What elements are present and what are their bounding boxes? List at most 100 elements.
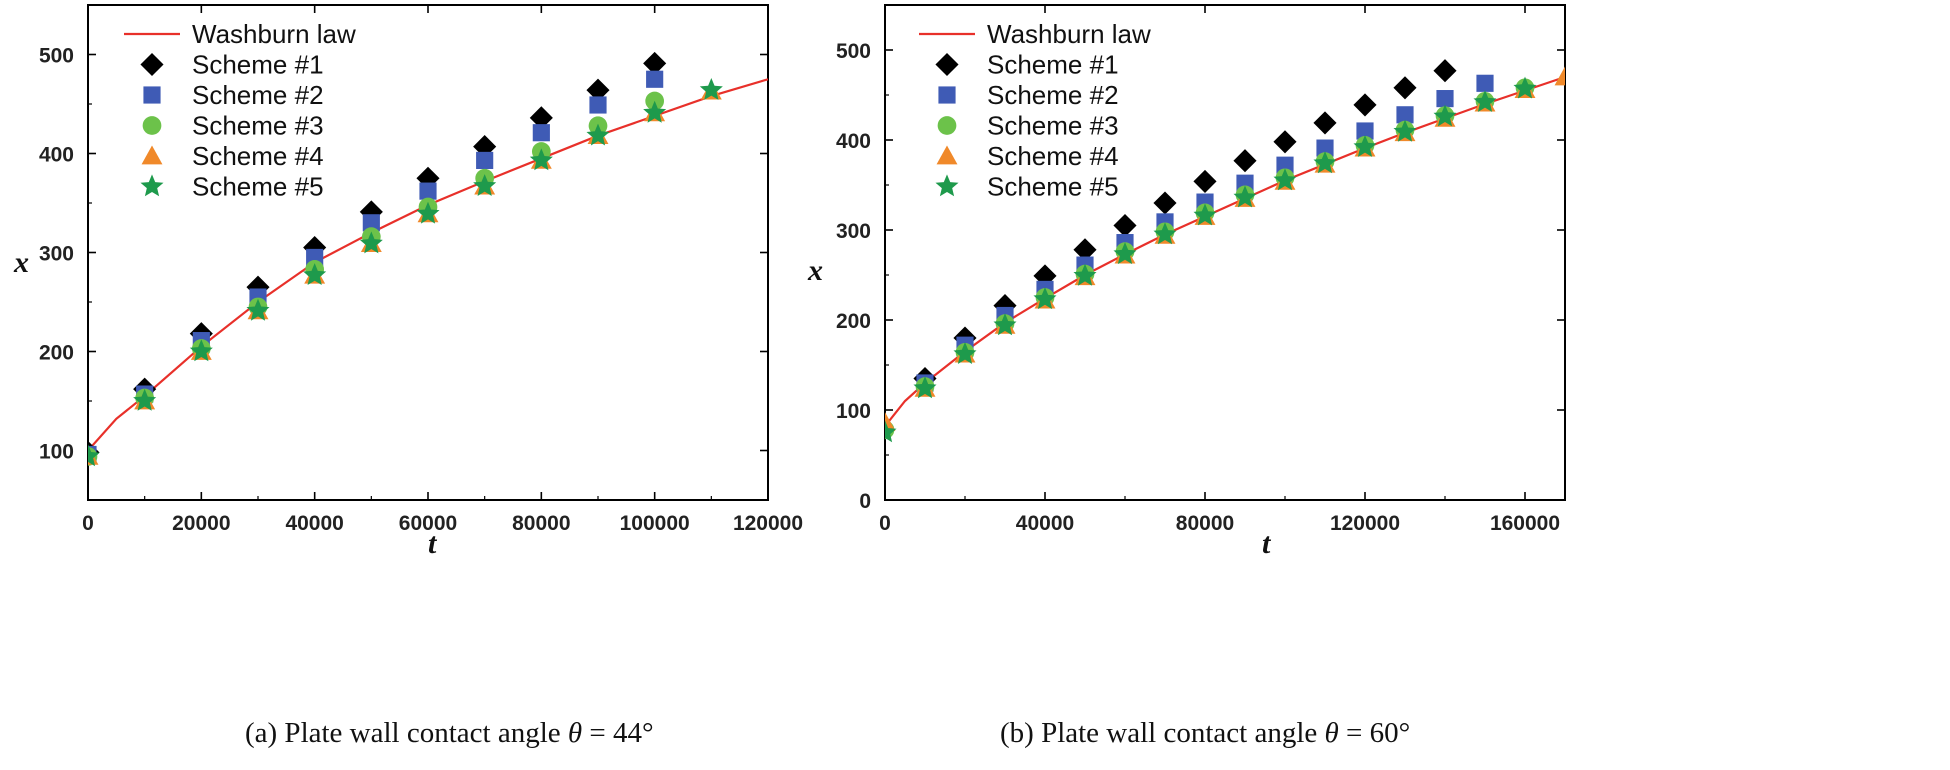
scheme-2-point bbox=[362, 214, 380, 232]
x-tick-label: 60000 bbox=[399, 512, 457, 535]
y-tick-label: 200 bbox=[836, 310, 871, 333]
y-tick-label: 500 bbox=[39, 45, 74, 68]
scheme-1-point bbox=[1313, 111, 1337, 135]
scheme-1-point bbox=[303, 236, 327, 260]
legend-scheme-1-label: Scheme #1 bbox=[987, 50, 1119, 80]
scheme-5-point bbox=[1073, 263, 1097, 286]
scheme-1-point bbox=[586, 78, 610, 102]
scheme-5-point bbox=[1313, 151, 1337, 174]
scheme-4-point bbox=[1554, 66, 1565, 86]
x-tick-label: 100000 bbox=[620, 512, 690, 535]
legend-scheme-4-swatch bbox=[936, 145, 958, 165]
scheme-1-point bbox=[1073, 238, 1097, 262]
x-axis-label: t bbox=[428, 527, 438, 560]
y-tick-label: 300 bbox=[39, 243, 74, 266]
y-axis-label: x bbox=[807, 254, 823, 287]
legend-scheme-5-swatch bbox=[935, 174, 959, 197]
y-tick-label: 200 bbox=[39, 342, 74, 365]
scheme-2-point bbox=[1396, 106, 1414, 124]
panel-caption: (b) Plate wall contact angle θ = 60° bbox=[1000, 717, 1410, 749]
legend-scheme-1-swatch bbox=[140, 52, 164, 77]
caption-theta-value: = 60° bbox=[1339, 717, 1410, 749]
scheme-5-point bbox=[1473, 90, 1497, 112]
scheme-1-point bbox=[1273, 130, 1297, 154]
scheme-5-point bbox=[993, 313, 1017, 336]
plot-frame bbox=[87, 4, 769, 501]
plot-area bbox=[88, 51, 768, 467]
scheme-1-point bbox=[1033, 264, 1057, 288]
scheme-5-point bbox=[303, 263, 327, 286]
x-tick-label: 40000 bbox=[285, 512, 343, 535]
x-tick-label: 40000 bbox=[1016, 512, 1074, 535]
panel-a: 0 20000 40000 60000 80000 100000 120000 100 200 3… bbox=[13, 4, 803, 749]
scheme-1-point bbox=[1113, 213, 1137, 238]
scheme-5-point bbox=[913, 376, 937, 399]
scheme-5-point bbox=[416, 201, 440, 224]
x-tick-label: 160000 bbox=[1490, 512, 1560, 535]
legend-scheme-3-swatch bbox=[937, 116, 957, 135]
caption-label: (a) Plate wall contact angle bbox=[245, 717, 568, 749]
caption-theta-symbol: θ bbox=[568, 717, 582, 749]
scheme-2-point bbox=[1316, 139, 1334, 157]
legend-scheme-4-label: Scheme #4 bbox=[192, 141, 324, 171]
legend-scheme-2-swatch bbox=[938, 86, 956, 104]
x-axis-label: t bbox=[1262, 527, 1272, 560]
scheme-1-point bbox=[993, 294, 1017, 318]
legend-scheme-3-label: Scheme #3 bbox=[192, 111, 324, 141]
scheme-5-point bbox=[1233, 185, 1257, 208]
caption-theta-symbol: θ bbox=[1325, 717, 1339, 749]
scheme-5-point bbox=[246, 298, 270, 321]
scheme-1-point bbox=[1433, 59, 1457, 83]
legend-scheme-1-label: Scheme #1 bbox=[192, 50, 324, 80]
legend-washburn-label: Washburn law bbox=[987, 19, 1151, 49]
caption-label: (b) Plate wall contact angle bbox=[1000, 717, 1325, 749]
legend-scheme-5-label: Scheme #5 bbox=[192, 172, 324, 202]
x-tick-label: 80000 bbox=[1176, 512, 1234, 535]
scheme-5-point bbox=[473, 174, 497, 196]
y-tick-label: 400 bbox=[836, 130, 871, 153]
scheme-2-point bbox=[1436, 90, 1454, 108]
scheme-5-point bbox=[1353, 135, 1377, 157]
scheme-2-point bbox=[1476, 74, 1494, 92]
scheme-5-point bbox=[1513, 76, 1537, 99]
scheme-4-point bbox=[885, 412, 896, 431]
scheme-1-point bbox=[1353, 93, 1377, 117]
y-tick-label: 400 bbox=[39, 144, 74, 167]
scheme-5-point bbox=[88, 444, 100, 467]
scheme-5-point bbox=[1393, 119, 1417, 142]
scheme-2-point bbox=[419, 182, 437, 200]
panel-b: 0 40000 80000 120000 160000 0 100 200 300 400 500 W… bbox=[807, 4, 1566, 749]
scheme-1-point bbox=[246, 275, 270, 299]
scheme-5-point bbox=[189, 339, 213, 362]
plot-area bbox=[885, 59, 1565, 443]
legend-scheme-2-swatch bbox=[143, 86, 161, 104]
legend-scheme-4-label: Scheme #4 bbox=[987, 141, 1119, 171]
scheme-1-point bbox=[1393, 76, 1417, 100]
y-tick-label: 300 bbox=[836, 220, 871, 243]
scheme-2-point bbox=[1276, 156, 1294, 174]
scheme-1-point bbox=[1233, 149, 1257, 173]
scheme-5-point bbox=[699, 78, 723, 100]
x-tick-label: 20000 bbox=[172, 512, 230, 535]
legend-scheme-5-label: Scheme #5 bbox=[987, 172, 1119, 202]
x-tick-label: 0 bbox=[82, 512, 94, 535]
scheme-5-point bbox=[359, 231, 383, 254]
scheme-1-point bbox=[643, 51, 667, 75]
legend-scheme-1-swatch bbox=[935, 52, 959, 77]
legend-scheme-2-label: Scheme #2 bbox=[192, 80, 324, 110]
x-tick-label: 80000 bbox=[512, 512, 570, 535]
legend-scheme-2-label: Scheme #2 bbox=[987, 80, 1119, 110]
scheme-5-point bbox=[586, 123, 610, 146]
y-axis-label: x bbox=[13, 246, 29, 279]
scheme-2-point bbox=[646, 70, 664, 88]
y-tick-label: 500 bbox=[836, 40, 871, 63]
y-tick-label: 100 bbox=[39, 441, 74, 464]
y-tick-label: 0 bbox=[859, 490, 871, 513]
scheme-2-point bbox=[589, 96, 607, 114]
scheme-5-point bbox=[1433, 104, 1457, 127]
legend-scheme-4-swatch bbox=[141, 145, 163, 165]
caption-theta-value: = 44° bbox=[582, 717, 653, 749]
scheme-5-point bbox=[953, 342, 977, 364]
